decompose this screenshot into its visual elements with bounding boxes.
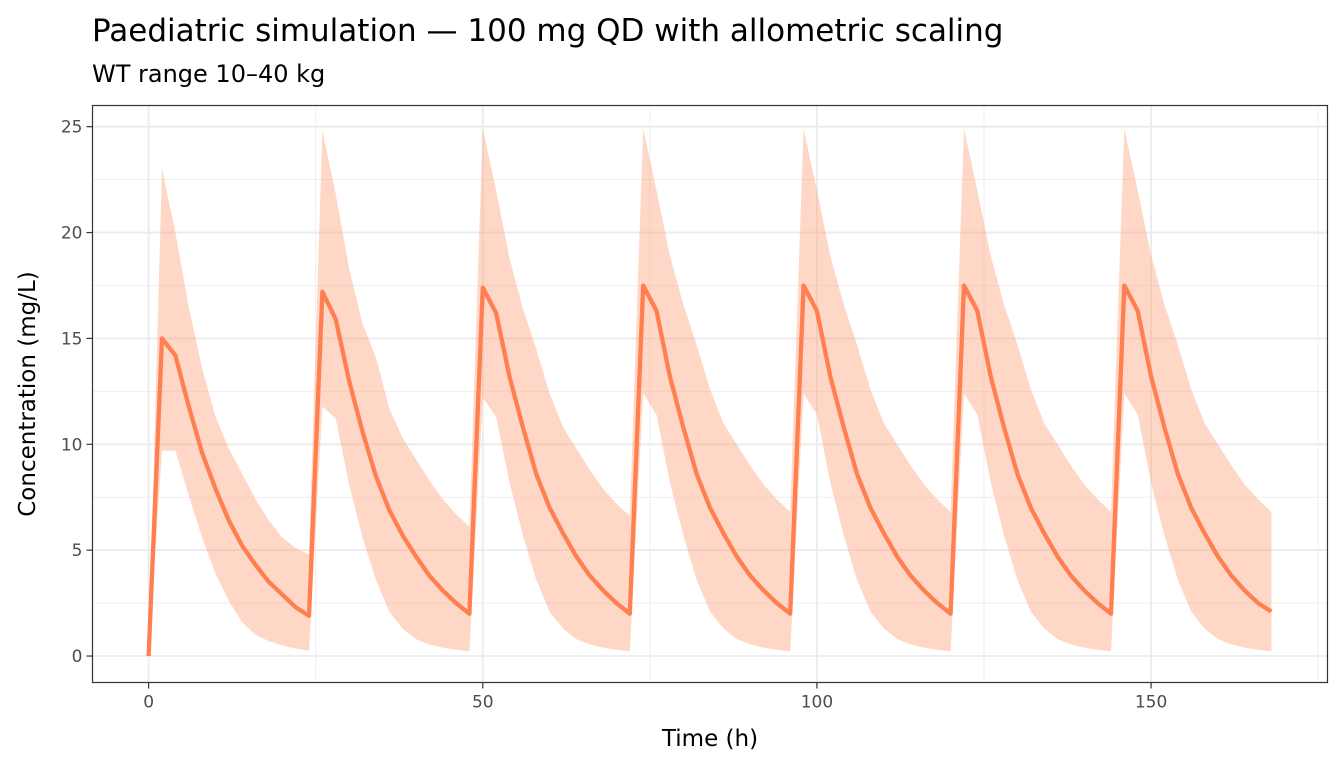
x-tick-label: 50 [472, 693, 494, 713]
y-tick-label: 25 [61, 118, 83, 138]
plot-panel-border [91, 104, 1329, 684]
x-axis-title: Time (h) [661, 726, 758, 752]
x-axis-ticks: 0 50 100 150 [143, 682, 1167, 713]
x-tick-label: 100 [801, 693, 833, 713]
y-tick-label: 10 [61, 435, 83, 455]
x-tick-label: 150 [1135, 693, 1167, 713]
y-tick-label: 0 [72, 647, 83, 667]
chart-subtitle: WT range 10–40 kg [92, 60, 325, 88]
y-tick-label: 20 [61, 224, 83, 244]
grid-major [92, 105, 1328, 683]
y-axis-title: Concentration (mg/L) [15, 271, 41, 517]
x-tick-label: 0 [143, 693, 154, 713]
chart-title: Paediatric simulation — 100 mg QD with a… [92, 13, 1004, 49]
percentile-ribbon [148, 128, 1272, 657]
y-tick-label: 5 [72, 541, 83, 561]
median-line [146, 283, 1273, 657]
y-tick-label: 15 [61, 329, 83, 349]
y-axis-ticks: 0 5 10 15 20 25 [61, 118, 93, 667]
